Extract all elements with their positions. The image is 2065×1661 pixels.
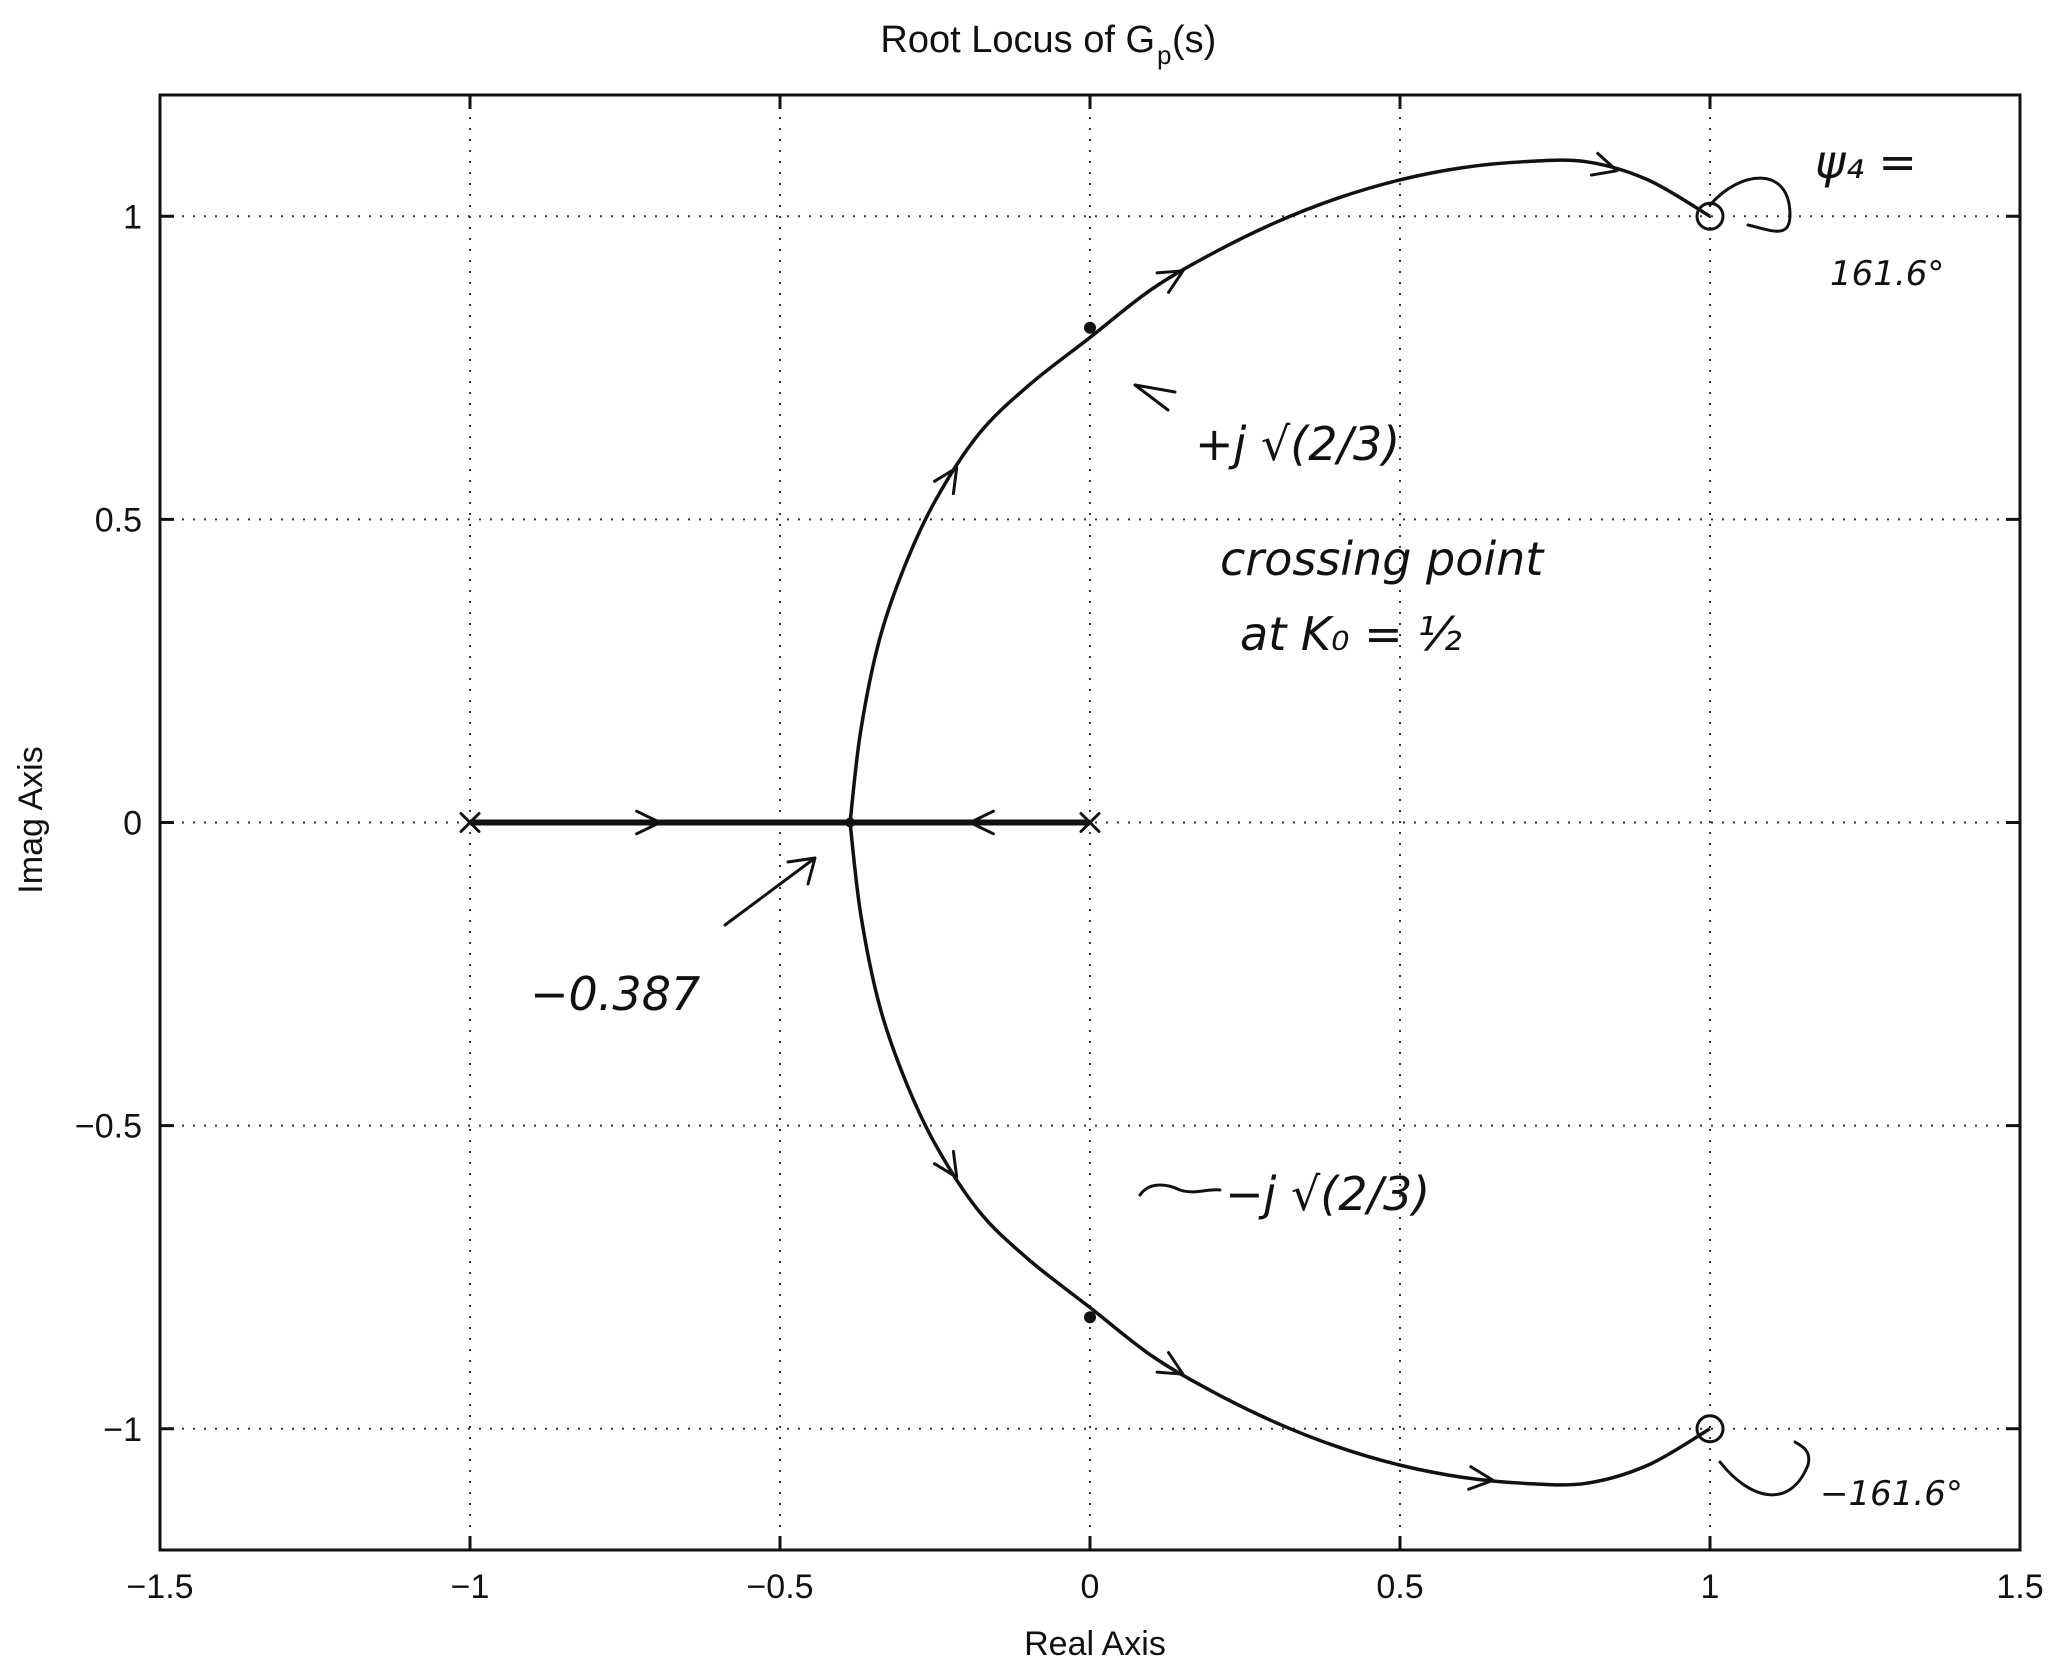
annotation-upper-angle: ψ₄ = 161.6° — [1708, 135, 1944, 294]
locus-arrow-upper-2 — [1589, 151, 1619, 177]
upper-angle-label: ψ₄ = — [1815, 135, 1917, 189]
annotation-crossing-note: crossing point at K₀ = ½ — [1220, 532, 1545, 661]
upper-angle-value: 161.6° — [1830, 254, 1944, 294]
x-tick-label-2: −0.5 — [746, 1568, 813, 1606]
upper-crossing-label: +j √(2/3) — [1195, 417, 1400, 471]
markers — [459, 201, 1725, 1444]
y-axis-label: Imag Axis — [12, 746, 50, 893]
crossing-point-0 — [1084, 321, 1096, 334]
crossing-point-1 — [1084, 1311, 1096, 1324]
x-tick-label-3: 0 — [1081, 1568, 1100, 1606]
locus-arrow-lower-2 — [1467, 1465, 1495, 1491]
lower-crossing-label: −j √(2/3) — [1225, 1167, 1430, 1221]
upper-angle-arc — [1708, 176, 1792, 233]
breakaway-pointer — [723, 856, 817, 927]
locus-arrow-right-segment — [968, 809, 995, 836]
x-tick-label-4: 0.5 — [1376, 1568, 1423, 1606]
annotation-lower-angle: −161.6° — [1718, 1440, 1963, 1514]
locus-branch-2 — [848, 822, 1711, 1487]
locus-arrow-left-segment — [635, 809, 662, 836]
x-axis-label: Real Axis — [1024, 1625, 1166, 1661]
locus-arrow-upper-1 — [1155, 269, 1185, 294]
y-tick-label-0: −1 — [103, 1411, 142, 1449]
zero-marker-1 — [1695, 1414, 1725, 1444]
chart-title-subscript: p — [1157, 40, 1171, 70]
locus-arrow-lower-1 — [1155, 1351, 1185, 1376]
chart-title-suffix: (s) — [1172, 19, 1216, 61]
x-tick-label-1: −1 — [451, 1568, 490, 1606]
lower-crossing-pointer — [1138, 1183, 1222, 1197]
locus-arrow-lower-0 — [932, 1149, 959, 1179]
annotation-upper-crossing: +j √(2/3) — [1133, 383, 1400, 471]
locus-branches — [469, 151, 1711, 1491]
lower-angle-arc — [1718, 1440, 1811, 1497]
locus-branch-1 — [848, 158, 1711, 823]
y-tick-label-1: −0.5 — [75, 1108, 142, 1146]
crossing-note-line-1: crossing point — [1220, 532, 1545, 586]
x-tick-label-5: 1 — [1701, 1568, 1720, 1606]
breakaway-point — [845, 817, 856, 828]
pole-marker-1 — [1079, 812, 1101, 833]
y-tick-label-4: 1 — [123, 198, 142, 236]
pole-marker-0 — [459, 812, 481, 833]
chart-title: Root Locus of G — [880, 19, 1155, 61]
y-tick-label-2: 0 — [123, 805, 142, 843]
crossing-note-line-2: at K₀ = ½ — [1240, 607, 1462, 661]
annotation-breakaway: −0.387 — [530, 856, 817, 1021]
ticks: −1.5 −1 −0.5 0 0.5 1 1.5 −1 −0.5 0 0.5 1 — [75, 95, 2044, 1606]
lower-angle-label: −161.6° — [1820, 1474, 1963, 1514]
upper-crossing-pointer — [1133, 383, 1177, 412]
breakaway-label: −0.387 — [530, 967, 700, 1021]
x-tick-label-0: −1.5 — [126, 1568, 193, 1606]
annotation-lower-crossing: −j √(2/3) — [1138, 1167, 1430, 1221]
x-tick-label-6: 1.5 — [1996, 1568, 2043, 1606]
y-tick-label-3: 0.5 — [95, 501, 142, 539]
locus-arrow-upper-0 — [932, 466, 959, 496]
